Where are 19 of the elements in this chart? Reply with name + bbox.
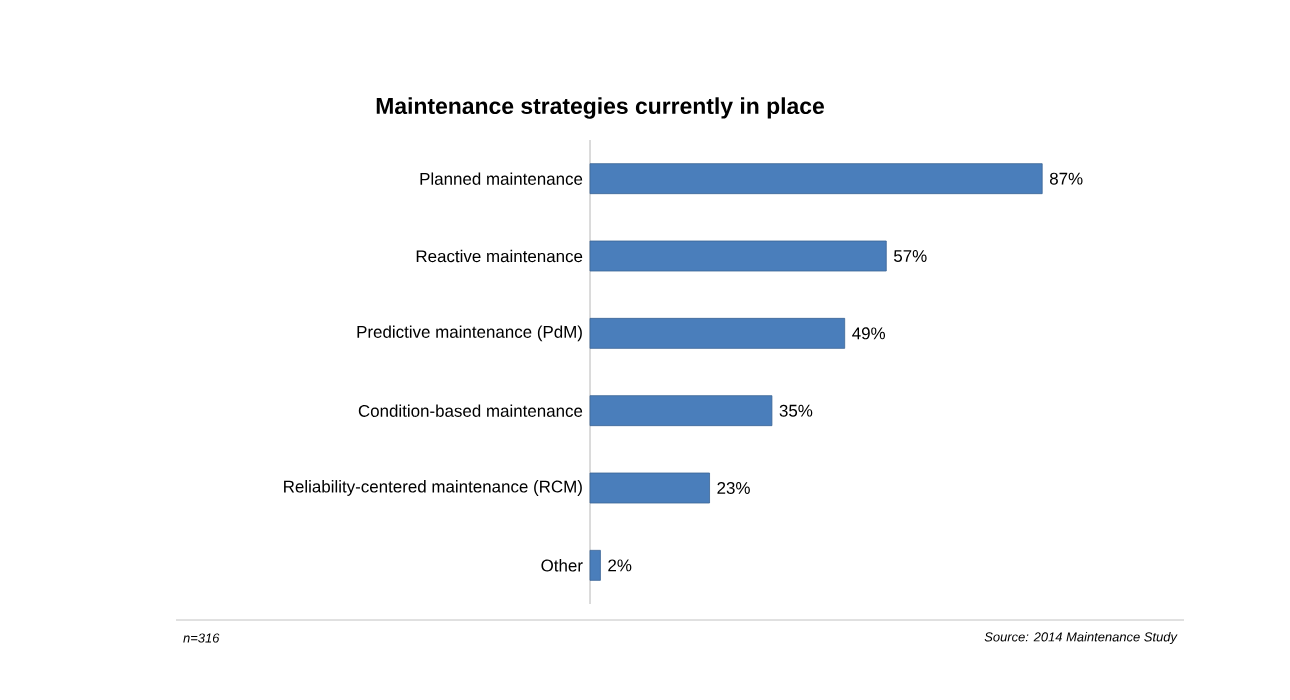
data-label: 35% [779, 404, 813, 417]
bar [589, 240, 887, 272]
bar [589, 163, 1043, 195]
y-tick-label: Other [541, 559, 583, 572]
y-tick-label: Condition-based maintenance [358, 404, 583, 417]
data-label: 87% [1049, 172, 1083, 185]
chart-title: Maintenance strategies currently in place [376, 97, 824, 119]
data-label: 49% [852, 327, 886, 340]
y-tick-label: Planned maintenance [420, 172, 583, 185]
y-tick-label: Reliability-centered maintenance (RCM) [284, 480, 582, 496]
bar [589, 472, 710, 504]
data-label: 2% [608, 559, 632, 572]
bar [589, 549, 601, 581]
bar [589, 395, 773, 427]
y-tick-label: Reactive maintenance [416, 249, 583, 263]
data-label: 57% [894, 250, 927, 262]
bar [589, 317, 846, 349]
data-label: 23% [717, 482, 750, 494]
y-tick-label: Predictive maintenance (PdM) [357, 325, 582, 342]
